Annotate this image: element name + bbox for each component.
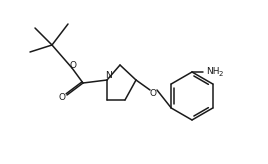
Text: N: N <box>105 72 111 81</box>
Text: NH: NH <box>206 68 219 76</box>
Text: 2: 2 <box>218 71 223 77</box>
Text: O: O <box>150 89 157 98</box>
Text: O: O <box>69 61 76 70</box>
Text: O: O <box>58 93 65 102</box>
